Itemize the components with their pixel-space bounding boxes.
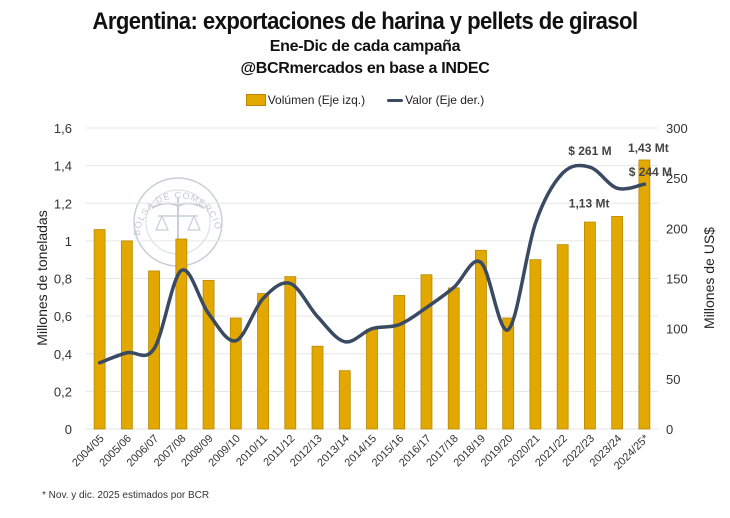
y-tick-label: 0,2 xyxy=(54,384,72,399)
legend-label-volume: Volúmen (Eje izq.) xyxy=(267,93,366,107)
bar xyxy=(611,216,624,430)
bar xyxy=(284,276,297,430)
y-tick-label: 1,6 xyxy=(54,121,72,136)
y2-tick-label: 250 xyxy=(666,171,688,186)
line-series xyxy=(97,163,647,365)
legend-item-value: Valor (Eje der.) xyxy=(387,93,484,107)
y-tick-label: 1 xyxy=(65,234,72,249)
annotations: $ 261 M $ 244 M 1,43 Mt 1,13 Mt xyxy=(568,141,672,210)
bar xyxy=(475,249,487,430)
bar xyxy=(556,244,569,430)
y-tick-label: 0,4 xyxy=(54,347,72,362)
y2-tick-label: 150 xyxy=(666,272,688,287)
data-label: $ 261 M xyxy=(568,144,611,158)
bar xyxy=(393,295,406,430)
bar xyxy=(447,287,460,430)
legend-item-volume: Volúmen (Eje izq.) xyxy=(245,93,366,107)
y2-tick-label: 300 xyxy=(666,121,688,136)
watermark-wings xyxy=(151,202,205,209)
value-line xyxy=(97,163,647,365)
legend: Volúmen (Eje izq.) Valor (Eje der.) xyxy=(0,93,730,107)
bar xyxy=(338,370,351,430)
y-axis-right: 0 50 100 150 200 250 300 xyxy=(666,121,688,437)
y-axis-label: Millones de toneladas xyxy=(34,210,50,345)
data-label: 1,13 Mt xyxy=(569,196,610,210)
bar xyxy=(257,293,269,430)
bar xyxy=(93,229,106,430)
y2-tick-label: 200 xyxy=(666,221,688,236)
footnote: * Nov. y dic. 2025 estimados por BCR xyxy=(42,490,210,501)
y-tick-label: 0,8 xyxy=(54,272,72,287)
legend-label-value: Valor (Eje der.) xyxy=(405,93,485,107)
y-axis-left: 0 0,2 0,4 0,6 0,8 1 1,2 1,4 1,6 xyxy=(54,121,72,437)
bar xyxy=(311,345,324,430)
chart-title: Argentina: exportaciones de harina y pel… xyxy=(92,8,638,35)
watermark-scales xyxy=(155,214,201,231)
bar xyxy=(366,328,378,430)
bar xyxy=(502,317,515,430)
bar-series xyxy=(93,159,651,430)
bar xyxy=(120,240,133,430)
bar xyxy=(638,159,651,430)
chart-subtitle: Ene-Dic de cada campaña xyxy=(269,38,461,55)
watermark-text-path: BOLSA DE COMERCIO DE ROSARIO xyxy=(0,0,223,236)
bar xyxy=(202,279,215,430)
data-label: $ 244 M xyxy=(629,165,672,179)
bar xyxy=(420,274,433,430)
bar xyxy=(175,238,188,430)
y-tick-label: 1,4 xyxy=(54,159,72,174)
bar xyxy=(529,259,542,430)
chart-source: @BCRmercados en base a INDEC xyxy=(240,60,490,77)
y2-tick-label: 50 xyxy=(666,372,680,387)
x-axis: 2004/052005/062006/072007/082008/092009/… xyxy=(70,432,652,472)
y-tick-label: 0 xyxy=(65,422,72,437)
y2-tick-label: 100 xyxy=(666,322,688,337)
bar xyxy=(229,317,242,430)
legend-swatch-bar xyxy=(245,94,266,106)
data-label: 1,43 Mt xyxy=(628,141,669,155)
legend-swatch-line xyxy=(387,98,404,102)
y2-axis-label: Millones de US$ xyxy=(701,227,717,329)
watermark-text: BOLSA DE COMERCIO DE ROSARIO xyxy=(0,0,224,236)
y-tick-label: 0,6 xyxy=(54,309,72,324)
y2-tick-label: 0 xyxy=(666,422,673,437)
bar xyxy=(584,221,596,430)
y-tick-label: 1,2 xyxy=(54,196,72,211)
